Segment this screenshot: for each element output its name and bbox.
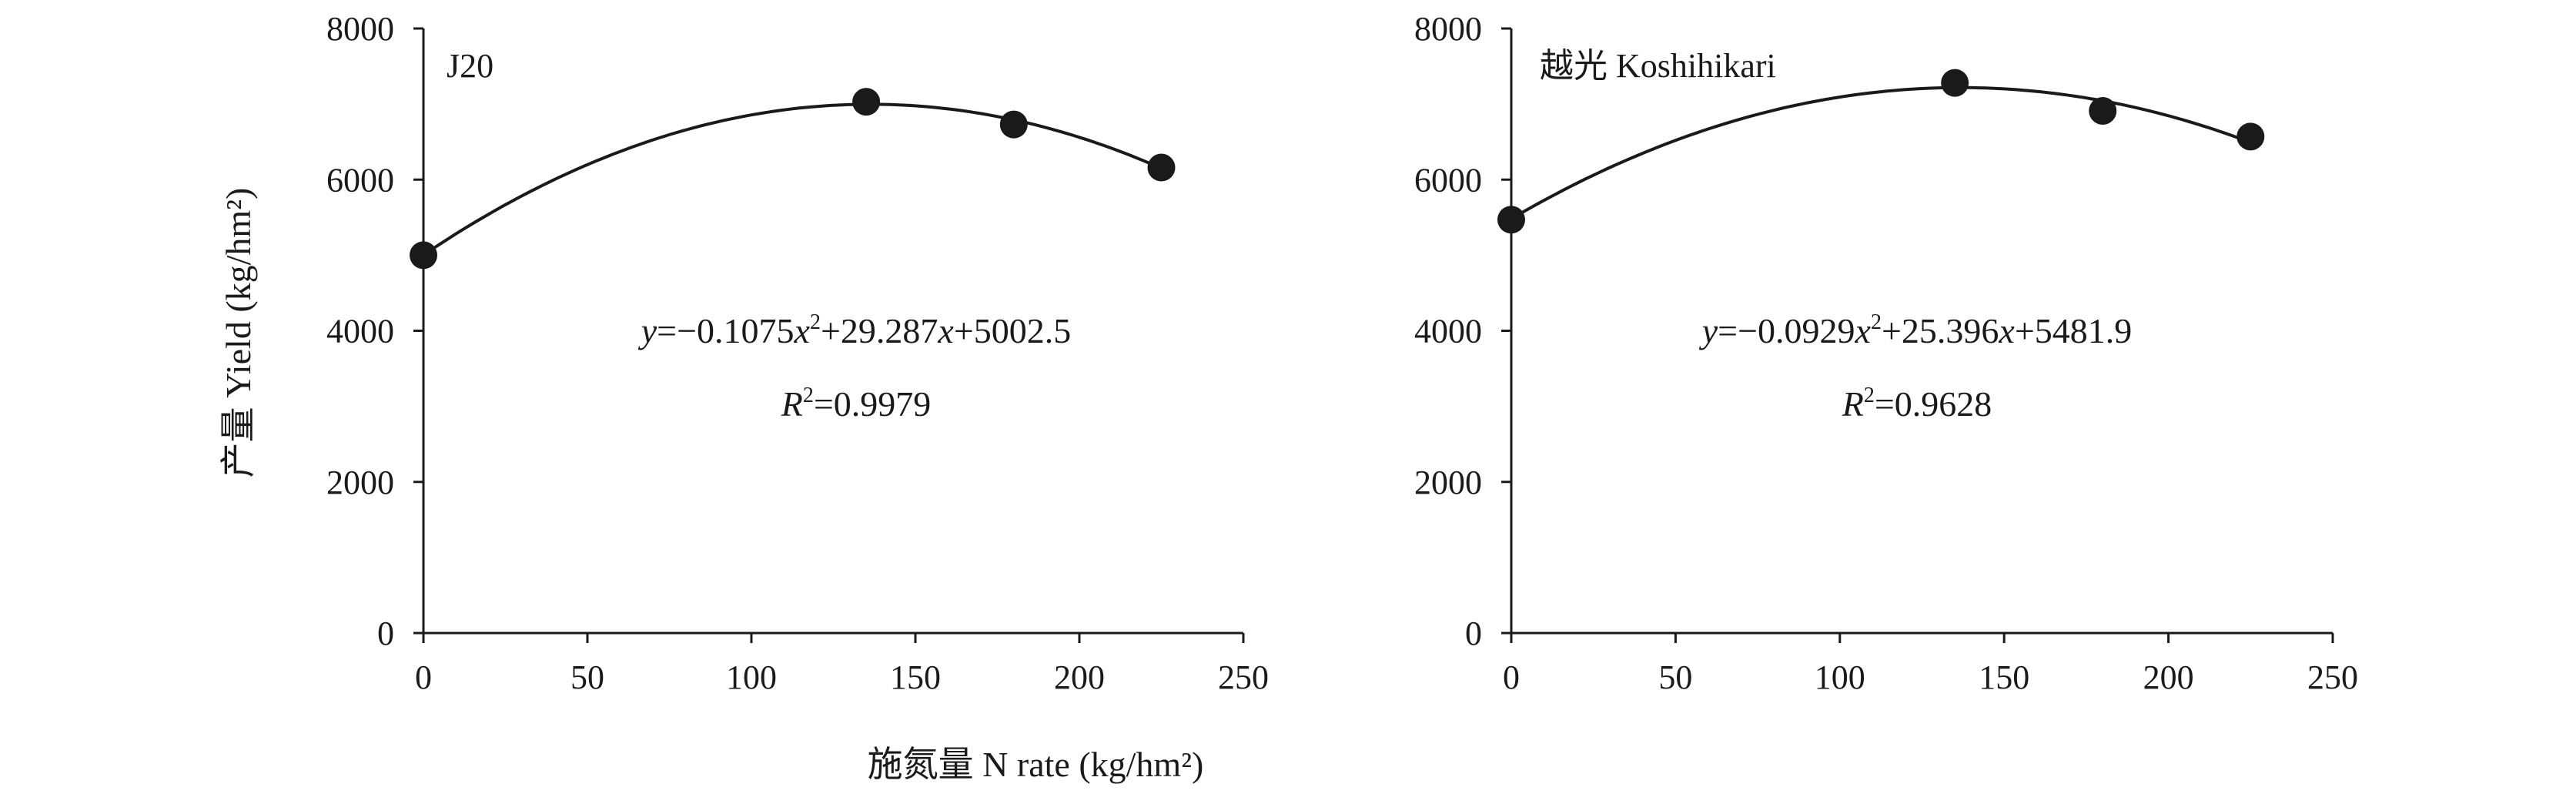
data-point [852,88,881,116]
panel-j20: 0 50 100 150 200 250 0 2000 4000 6000 8000 J20 y=−0.… [326,10,1269,696]
x-tick-label: 100 [726,658,777,696]
x-tick-label: 0 [1503,658,1520,696]
y-tick-label: 8000 [326,10,394,48]
x-axis-title: 施氮量 N rate (kg/hm²) [868,745,1204,784]
data-point [1941,69,1969,97]
y-tick-label: 4000 [1414,313,1482,350]
y-tick-label: 2000 [1414,464,1482,501]
y-tick-label: 2000 [326,464,394,501]
y-tick-label: 0 [1465,615,1482,652]
x-tick-label: 50 [570,658,604,696]
x-tick-label: 150 [1979,658,2029,696]
r-squared-label: R2=0.9628 [1842,384,1992,424]
y-tick-label: 8000 [1414,10,1482,48]
data-point [1147,153,1176,182]
data-point [2236,122,2265,151]
x-tick-label: 200 [1054,658,1105,696]
y-tick-label: 4000 [326,313,394,350]
trendline-curve [1510,85,2252,220]
data-point [2089,96,2117,125]
panel-koshihikari: 0 50 100 150 200 250 0 2000 4000 6000 8000 越光 Koshi… [1414,10,2358,696]
r-squared-label: R2=0.9979 [781,384,932,424]
data-point [999,110,1028,139]
y-tick-label: 6000 [326,161,394,199]
x-tick-label: 250 [1218,658,1269,696]
trendline-curve [422,102,1163,256]
trendline-equation: y=−0.1075x2+29.287x+5002.5 [638,310,1072,350]
panel-label: 越光 Koshihikari [1540,47,1776,85]
x-tick-label: 150 [890,658,941,696]
panel-label: J20 [447,47,493,85]
x-tick-label: 200 [2143,658,2194,696]
data-point [410,241,437,270]
x-tick-label: 100 [1815,658,1865,696]
x-tick-label: 0 [415,658,432,696]
trendline-equation: y=−0.0929x2+25.396x+5481.9 [1699,310,2133,350]
data-point [1497,206,1525,234]
y-tick-label: 0 [377,615,394,652]
y-tick-label: 6000 [1414,161,1482,199]
x-tick-label: 50 [1658,658,1692,696]
x-tick-label: 250 [2307,658,2358,696]
y-axis-title: 产量 Yield (kg/hm²) [219,188,258,478]
